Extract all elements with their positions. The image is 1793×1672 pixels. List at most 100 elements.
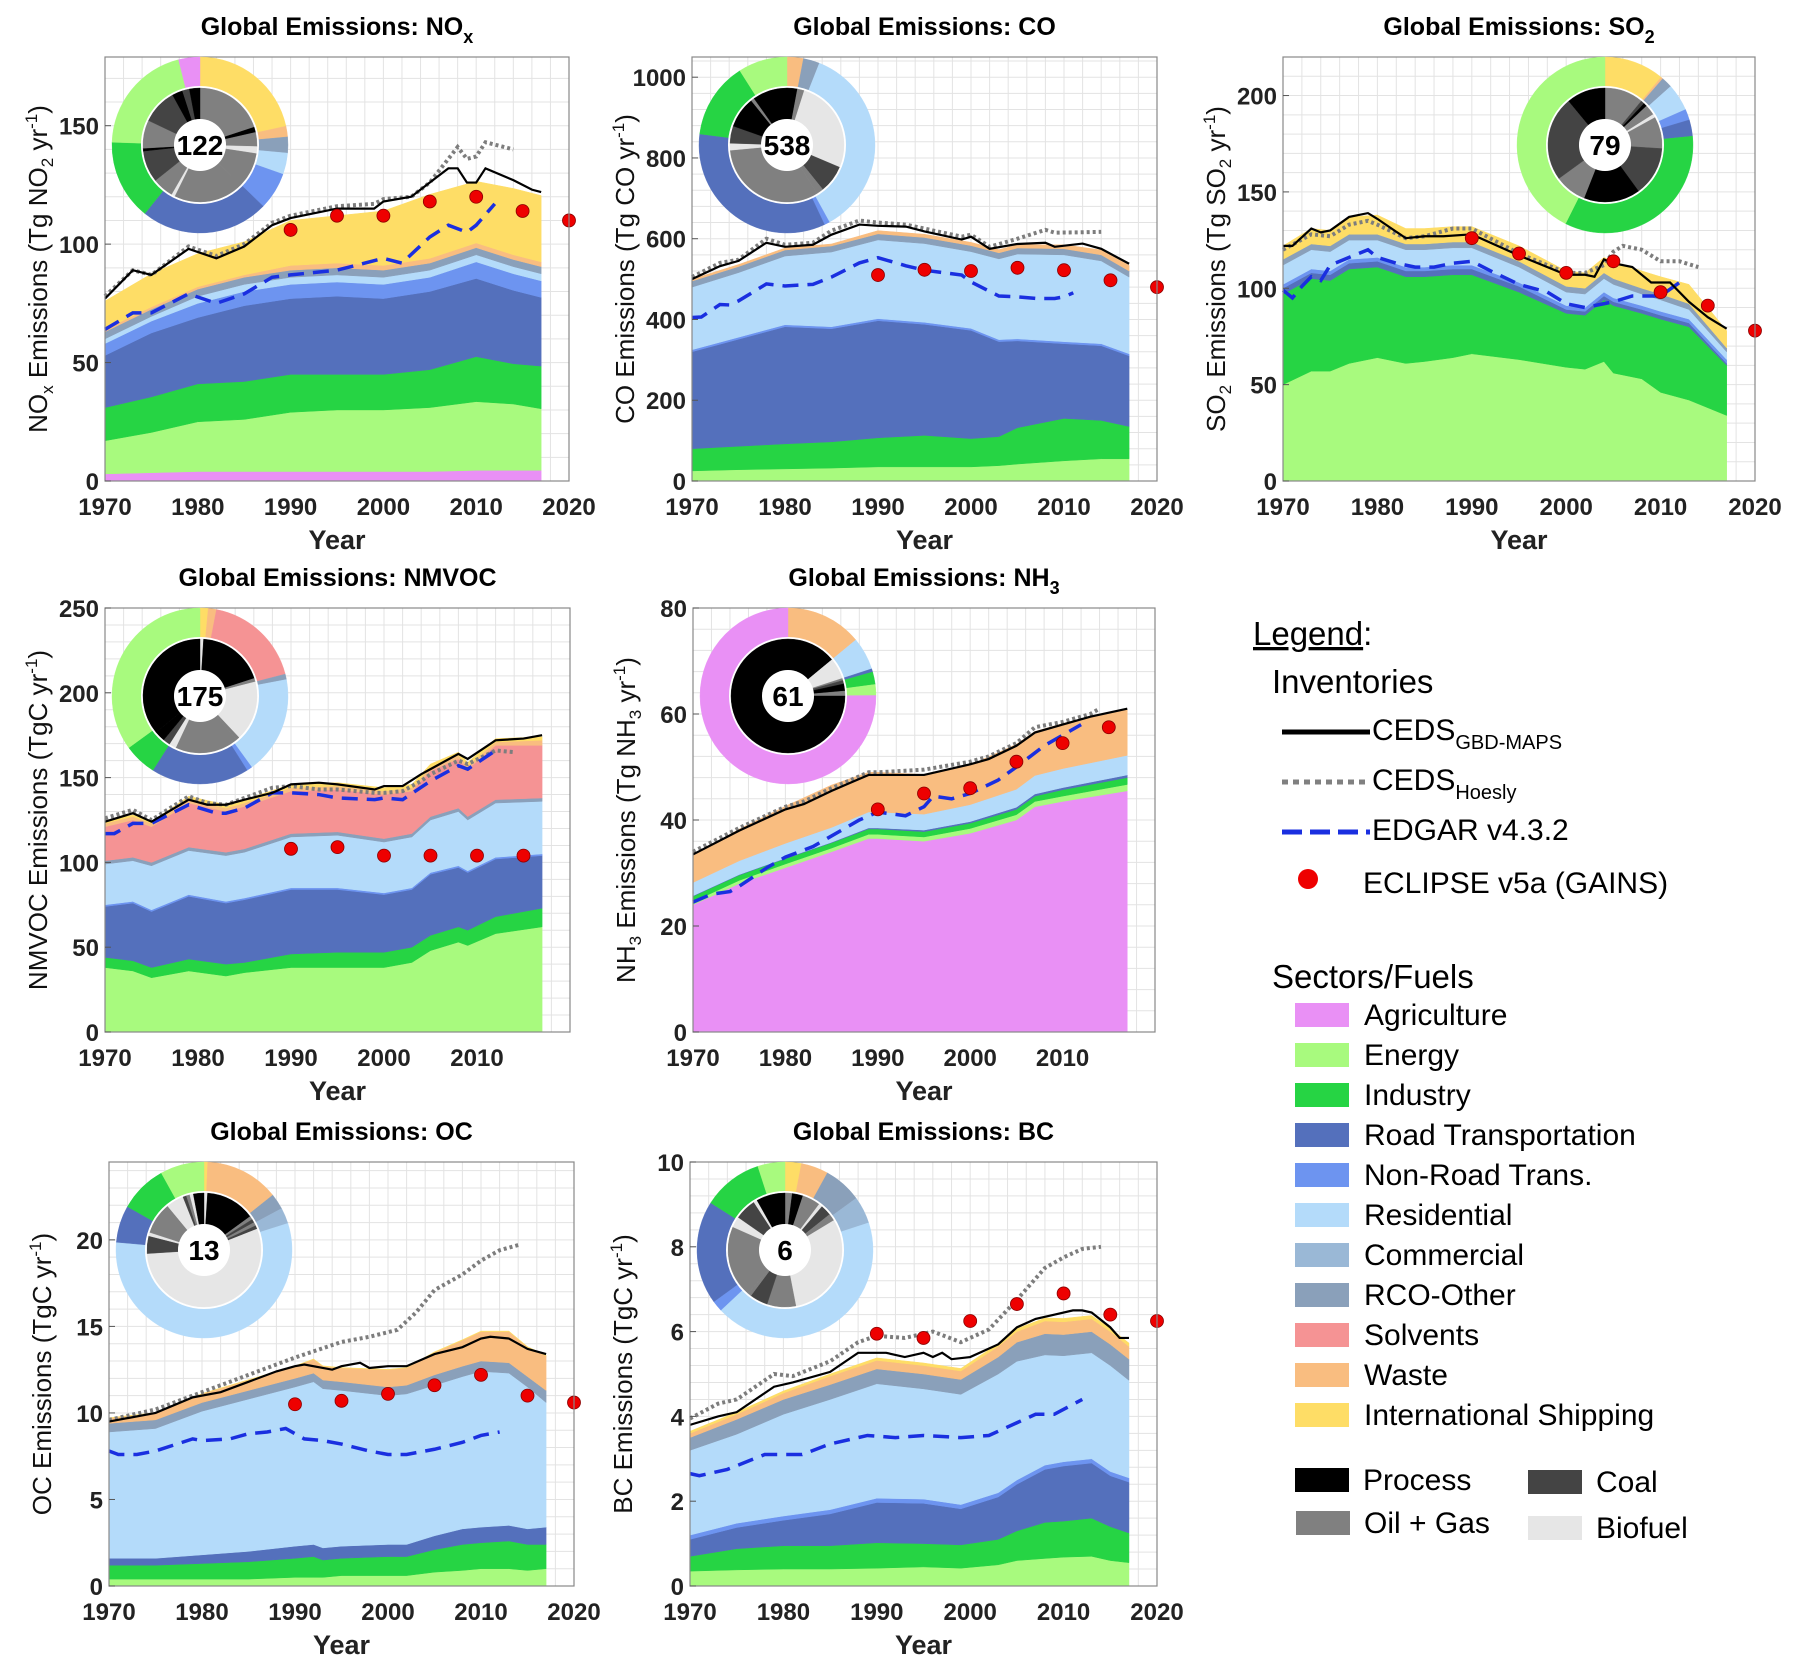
x-tick-label: 1980 bbox=[1351, 494, 1404, 521]
legend-label: Road Transportation bbox=[1364, 1119, 1636, 1152]
x-tick-label: 1980 bbox=[758, 494, 811, 521]
line-ceds-hoesly bbox=[691, 218, 1102, 279]
x-tick-label: 1970 bbox=[82, 1599, 135, 1626]
pie-center bbox=[174, 670, 226, 722]
chart-title: Global Emissions: NOx bbox=[201, 13, 474, 47]
y-tick-label: 200 bbox=[1237, 84, 1277, 111]
x-axis-label: Year bbox=[895, 1076, 953, 1106]
y-label-part: Emissions (Tg NH bbox=[611, 719, 641, 936]
pie-inset: 6 bbox=[696, 1161, 874, 1339]
x-tick-label: 2010 bbox=[1037, 1599, 1090, 1626]
area-shipping bbox=[104, 181, 542, 330]
y-label-part: x bbox=[38, 385, 57, 394]
eclipse-point bbox=[1010, 1297, 1024, 1311]
legend-label: Oil + Gas bbox=[1364, 1507, 1490, 1540]
pie-ring-separator bbox=[145, 1191, 263, 1309]
y-label-part: ) bbox=[608, 1234, 638, 1243]
legend-item-solvents: Solvents bbox=[1295, 1319, 1479, 1352]
color-swatch-icon bbox=[1295, 1403, 1349, 1427]
eclipse-point bbox=[1559, 265, 1574, 280]
pie-ring-separator bbox=[729, 637, 847, 755]
y-label-part: Emissions (Tg SO bbox=[1201, 168, 1231, 385]
x-tick-label: 1980 bbox=[171, 1045, 224, 1072]
y-tick-label: 0 bbox=[1264, 469, 1277, 496]
x-tick-label: 2000 bbox=[944, 1045, 997, 1072]
y-label-part: ) bbox=[611, 657, 641, 666]
color-swatch-icon bbox=[1295, 1283, 1349, 1307]
eclipse-point bbox=[1057, 263, 1071, 278]
title-text: Global Emissions: NH bbox=[788, 564, 1049, 592]
y-tick-label: 600 bbox=[646, 227, 686, 254]
legend-label: Biofuel bbox=[1596, 1512, 1688, 1545]
x-tick-label: 2020 bbox=[542, 494, 595, 521]
line-ceds-hoesly bbox=[104, 748, 515, 823]
y-label-part: -1 bbox=[26, 1241, 45, 1256]
y-label-part: -1 bbox=[22, 659, 41, 674]
eclipse-point bbox=[423, 848, 438, 863]
color-swatch-icon bbox=[1295, 1003, 1349, 1027]
legend-item-commercial: Commercial bbox=[1295, 1239, 1524, 1272]
legend-item-energy: Energy bbox=[1295, 1039, 1459, 1072]
y-label-part: yr bbox=[23, 129, 53, 158]
pie-ring-separator bbox=[726, 1191, 844, 1309]
y-label-part: -1 bbox=[1200, 115, 1219, 130]
y-label-part: NH bbox=[611, 945, 641, 983]
title-subscript: x bbox=[463, 27, 473, 47]
y-label-part: 2 bbox=[1216, 385, 1235, 394]
y-tick-label: 250 bbox=[59, 596, 99, 623]
legend-label: Waste bbox=[1364, 1359, 1448, 1392]
eclipse-point bbox=[469, 189, 484, 204]
legend-item-biofuel: Biofuel bbox=[1528, 1512, 1688, 1545]
eclipse-point bbox=[1700, 298, 1715, 313]
legend-label: EDGAR v4.3.2 bbox=[1372, 814, 1569, 847]
y-tick-label: 0 bbox=[86, 1020, 99, 1047]
x-tick-label: 1970 bbox=[78, 494, 131, 521]
pie-center bbox=[178, 1224, 230, 1276]
x-tick-label: 1990 bbox=[850, 1599, 903, 1626]
legend-item-waste: Waste bbox=[1295, 1359, 1448, 1392]
y-label-part: 3 bbox=[626, 936, 645, 945]
eclipse-point bbox=[1512, 246, 1526, 261]
chart-bc: 0 2 4 6 8 10 1970 1980 1990 2000 2010 2020 Year BC Em… bbox=[607, 1118, 1184, 1660]
eclipse-point bbox=[515, 204, 530, 218]
y-tick-label: 0 bbox=[86, 469, 99, 496]
line-edgar bbox=[1281, 247, 1681, 310]
y-tick-label: 80 bbox=[660, 596, 687, 623]
y-tick-label: 0 bbox=[674, 1020, 687, 1047]
legend-label: Coal bbox=[1596, 1466, 1658, 1499]
y-label-part: -1 bbox=[609, 123, 628, 138]
chart-title: Global Emissions: SO2 bbox=[1383, 13, 1654, 47]
y-tick-label: 100 bbox=[1237, 276, 1277, 303]
y-tick-label: 100 bbox=[59, 232, 99, 259]
pie-center bbox=[762, 670, 814, 722]
x-tick-label: 1970 bbox=[78, 1045, 131, 1072]
legend-item-residential: Residential bbox=[1295, 1199, 1512, 1232]
line-ceds-gbd bbox=[689, 1309, 1129, 1426]
eclipse-point bbox=[1653, 285, 1668, 300]
y-tick-label: 4 bbox=[671, 1404, 685, 1431]
legend-item-agriculture: Agriculture bbox=[1295, 999, 1507, 1032]
line-ceds-hoesly bbox=[689, 1244, 1102, 1421]
y-axis-label: NOx Emissions (Tg NO2 yr-1) bbox=[22, 105, 57, 433]
axes-box bbox=[1282, 56, 1756, 482]
y-tick-label: 5 bbox=[90, 1487, 103, 1514]
y-label-part: ) bbox=[1201, 106, 1231, 115]
pie-total: 122 bbox=[177, 130, 224, 161]
legend-item-oilgas: Oil + Gas bbox=[1296, 1507, 1490, 1540]
y-tick-label: 20 bbox=[76, 1228, 103, 1255]
y-tick-label: 150 bbox=[1237, 180, 1277, 207]
y-label-part: ) bbox=[23, 650, 53, 659]
x-tick-label: 2000 bbox=[944, 494, 997, 521]
line-ceds-hoesly bbox=[108, 1243, 519, 1422]
line-ceds-gbd bbox=[1283, 211, 1728, 330]
x-tick-label: 1980 bbox=[171, 494, 224, 521]
y-tick-label: 1000 bbox=[633, 65, 686, 92]
pie-total: 538 bbox=[764, 130, 811, 161]
y-tick-label: 0 bbox=[673, 469, 686, 496]
x-tick-label: 1990 bbox=[264, 494, 317, 521]
x-axis-label: Year bbox=[309, 1076, 367, 1106]
eclipse-point bbox=[1103, 273, 1118, 288]
x-tick-label: 2000 bbox=[357, 494, 410, 521]
